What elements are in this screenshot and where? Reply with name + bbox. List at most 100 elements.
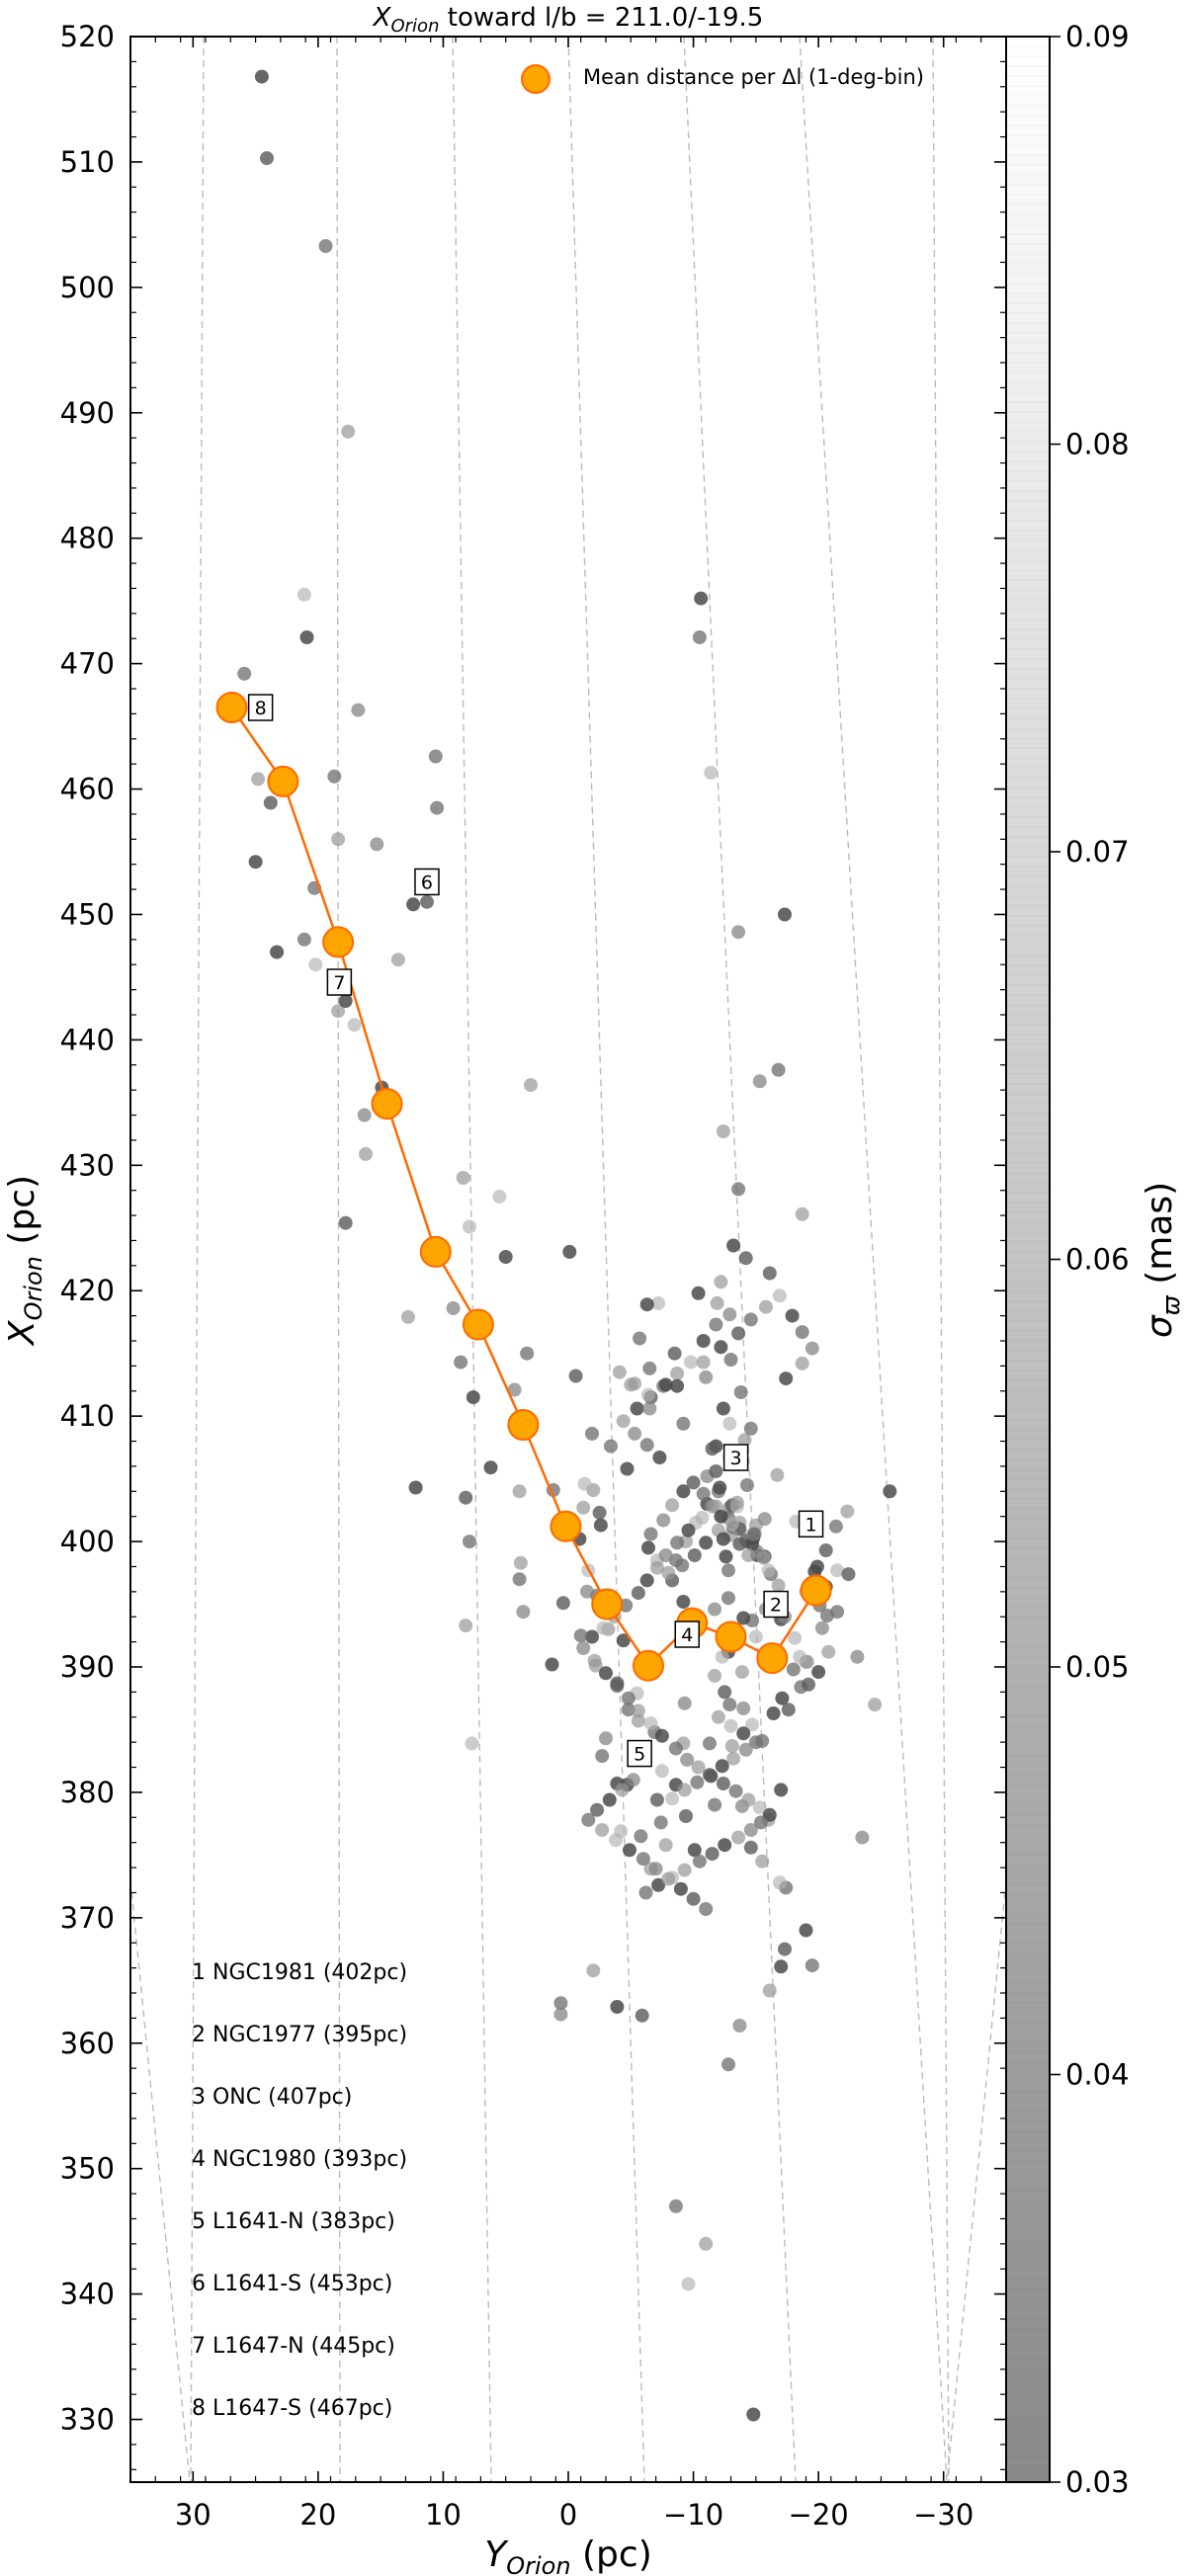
star-point bbox=[788, 1630, 803, 1645]
star-point bbox=[463, 1219, 476, 1234]
star-point bbox=[770, 1467, 785, 1482]
star-point bbox=[631, 1586, 645, 1601]
colorbar-tick-label: 0.04 bbox=[1065, 2058, 1130, 2092]
star-point bbox=[793, 1649, 807, 1664]
star-point bbox=[610, 2000, 625, 2014]
star-point bbox=[580, 1584, 594, 1599]
y-axis-label: XOrion (pc) bbox=[2, 1175, 47, 1347]
star-point bbox=[719, 1549, 733, 1564]
star-point bbox=[692, 630, 707, 644]
star-point bbox=[670, 1367, 685, 1380]
star-point bbox=[868, 1698, 883, 1712]
star-point bbox=[331, 1004, 346, 1019]
star-point bbox=[357, 1108, 372, 1122]
mean-distance-point bbox=[591, 1588, 624, 1620]
star-point bbox=[746, 2407, 761, 2422]
sightline-guide bbox=[799, 37, 948, 2482]
star-point bbox=[616, 1633, 631, 1648]
star-point bbox=[704, 766, 719, 780]
y-tick-label: 430 bbox=[60, 1148, 115, 1182]
star-point bbox=[624, 1377, 638, 1392]
star-point bbox=[420, 894, 434, 909]
star-point bbox=[299, 630, 314, 644]
star-point bbox=[642, 1361, 657, 1375]
sightline-guide bbox=[567, 37, 645, 2482]
star-point bbox=[771, 1578, 786, 1593]
y-tick-label: 400 bbox=[60, 1525, 115, 1558]
colorbar-tick-label: 0.05 bbox=[1065, 1650, 1130, 1684]
star-point bbox=[714, 1509, 728, 1524]
region-marker-label: 4 bbox=[681, 1624, 693, 1646]
star-point bbox=[296, 932, 311, 947]
region-marker-label: 2 bbox=[770, 1595, 782, 1617]
star-point bbox=[703, 1736, 717, 1751]
y-tick-label: 410 bbox=[60, 1399, 115, 1433]
star-point bbox=[465, 1736, 479, 1751]
star-point bbox=[840, 1504, 855, 1519]
y-tick-label: 390 bbox=[60, 1650, 115, 1684]
region-marker-7: 7 bbox=[326, 968, 353, 996]
star-point bbox=[459, 1490, 473, 1505]
star-point bbox=[670, 1378, 685, 1393]
sightline-guide bbox=[190, 37, 205, 2482]
mean-distance-point bbox=[715, 1620, 747, 1653]
star-point bbox=[736, 1726, 751, 1741]
star-point bbox=[731, 925, 746, 940]
star-point bbox=[747, 1527, 762, 1541]
y-tick-label: 450 bbox=[60, 897, 115, 931]
star-point bbox=[745, 1717, 760, 1732]
star-point bbox=[615, 1783, 630, 1797]
star-point bbox=[585, 1426, 599, 1441]
star-point bbox=[771, 1062, 786, 1077]
star-point bbox=[587, 1653, 602, 1668]
star-point bbox=[248, 855, 263, 870]
star-point bbox=[599, 1666, 613, 1681]
star-point bbox=[651, 1877, 666, 1892]
y-tick-label: 380 bbox=[60, 1776, 115, 1809]
star-point bbox=[270, 945, 285, 959]
star-point bbox=[675, 1558, 690, 1573]
star-point bbox=[828, 1519, 843, 1534]
star-point bbox=[658, 1377, 673, 1392]
region-marker-box bbox=[763, 1590, 789, 1619]
region-marker-box bbox=[674, 1620, 700, 1648]
star-point bbox=[696, 1486, 711, 1501]
star-point bbox=[737, 1433, 752, 1448]
star-point bbox=[743, 1312, 758, 1327]
sightline-guide bbox=[336, 37, 341, 2482]
star-point bbox=[684, 1355, 698, 1370]
star-point bbox=[716, 1777, 730, 1790]
star-point bbox=[722, 1307, 737, 1322]
star-point bbox=[649, 1560, 664, 1575]
y-tick-label: 480 bbox=[60, 522, 115, 555]
x-tick-label: −20 bbox=[789, 2498, 849, 2532]
star-point bbox=[799, 1923, 813, 1938]
star-point bbox=[653, 1815, 668, 1830]
region-marker-5: 5 bbox=[627, 1739, 652, 1768]
mean-distance-point bbox=[633, 1649, 664, 1682]
star-point bbox=[370, 837, 384, 852]
star-point bbox=[703, 1768, 717, 1783]
region-marker-label: 8 bbox=[255, 698, 267, 719]
star-point bbox=[723, 1353, 738, 1367]
mean-distance-point bbox=[215, 692, 248, 723]
star-point bbox=[631, 1713, 645, 1728]
y-axis: 330 340 350 360 370 380 390 400 410 420 430 440 450 4… bbox=[60, 20, 1006, 2470]
region-marker-2: 2 bbox=[763, 1590, 789, 1619]
plot-area: 1 2 3 4 5 6 7 8 1 NGC1981 (402pc) 2 NGC1977 (395… bbox=[60, 20, 1007, 2532]
star-point bbox=[761, 1563, 776, 1578]
star-point bbox=[463, 1535, 476, 1549]
star-point bbox=[690, 1775, 705, 1789]
star-point bbox=[855, 1830, 870, 1845]
star-point bbox=[726, 1238, 741, 1253]
region-marker-box bbox=[722, 1444, 749, 1471]
star-point bbox=[456, 1171, 470, 1185]
star-point bbox=[609, 1833, 624, 1848]
star-point bbox=[759, 1299, 773, 1314]
star-point bbox=[795, 1356, 809, 1371]
star-point bbox=[818, 1543, 833, 1557]
star-point bbox=[721, 1563, 735, 1578]
star-point bbox=[512, 1484, 527, 1499]
star-point bbox=[741, 1792, 756, 1807]
region-marker-box bbox=[798, 1510, 824, 1538]
